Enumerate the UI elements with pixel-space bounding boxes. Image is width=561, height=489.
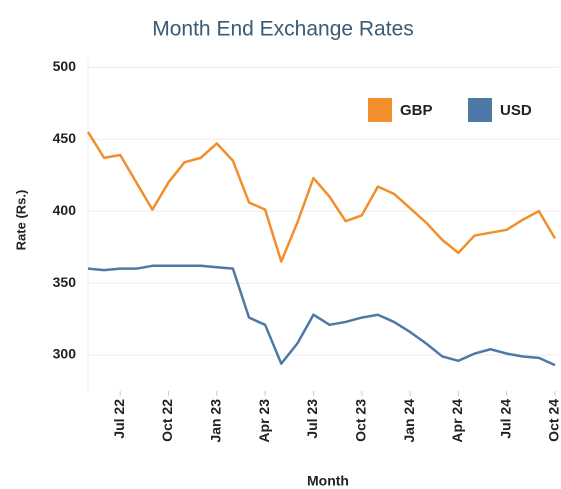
y-tick-label: 300	[53, 346, 77, 362]
y-tick-label: 450	[53, 130, 77, 146]
y-tick-label: 350	[53, 274, 77, 290]
x-tick-label: Oct 23	[352, 399, 368, 442]
line-series	[86, 131, 557, 263]
x-tick-label: Jul 23	[304, 399, 320, 439]
x-tick-label: Apr 23	[256, 399, 272, 443]
x-tick-label: Apr 24	[449, 399, 465, 443]
legend-swatch	[368, 98, 392, 122]
line-series	[87, 264, 556, 367]
x-tick-label: Oct 22	[159, 399, 175, 442]
x-axis-title: Month	[307, 473, 349, 489]
y-axis-title: Rate (Rs.)	[13, 190, 28, 251]
x-tick-label: Jan 23	[208, 399, 224, 443]
legend-label: GBP	[400, 102, 433, 119]
y-tick-label: 500	[53, 58, 77, 74]
y-tick-label: 400	[53, 202, 77, 218]
x-tick-label: Oct 24	[546, 399, 561, 442]
x-tick-label: Jan 24	[401, 399, 417, 443]
chart-title: Month End Exchange Rates	[152, 18, 414, 41]
legend-label: USD	[500, 102, 532, 119]
x-tick-label: Jul 24	[497, 399, 513, 439]
x-tick-label: Jul 22	[111, 399, 127, 439]
legend-swatch	[468, 98, 492, 122]
